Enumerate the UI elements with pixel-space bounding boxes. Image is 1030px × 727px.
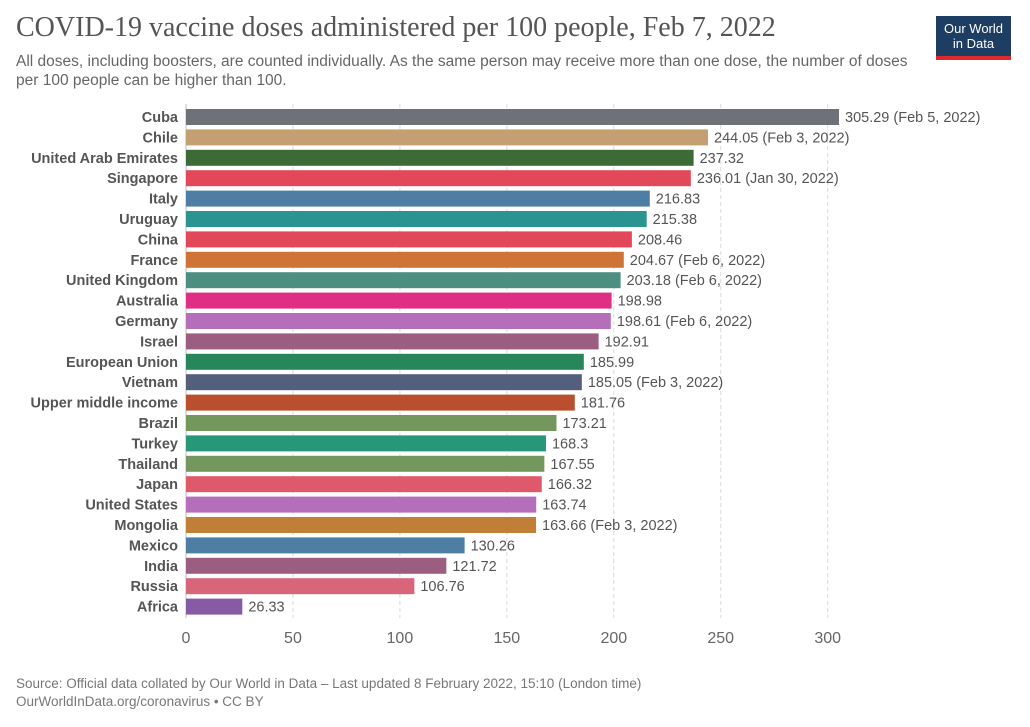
bar [186,476,542,493]
category-label: Vietnam [122,375,178,391]
category-label: Japan [136,477,178,493]
bar [186,272,621,289]
logo-line-2: in Data [952,36,995,51]
value-label: 130.26 [471,538,515,554]
bar [186,496,537,513]
x-tick-label: 100 [387,630,414,647]
value-label: 192.91 [605,334,649,350]
bar [186,517,537,533]
value-label: 203.18 (Feb 6, 2022) [627,273,762,289]
x-tick-label: 300 [814,630,841,647]
category-label: Cuba [142,110,179,126]
bar [186,415,557,431]
category-label: United Kingdom [66,273,178,289]
logo-line-1: Our World [944,21,1003,36]
category-label: Singapore [107,171,178,187]
x-tick-label: 200 [600,630,627,647]
value-label: 198.98 [618,294,662,310]
category-label: Germany [115,314,178,330]
bar [186,251,624,268]
bar [186,292,612,309]
bar [186,211,647,227]
value-label: 305.29 (Feb 5, 2022) [845,110,980,126]
x-tick-label: 250 [707,630,734,647]
value-label: 26.33 [248,600,284,616]
chart-subtitle: All doses, including boosters, are count… [16,53,908,89]
value-label: 163.66 (Feb 3, 2022) [542,518,677,534]
bar [186,394,575,411]
category-label: Chile [143,130,178,146]
bar [186,129,709,146]
category-label: China [138,232,179,248]
category-label: Upper middle income [31,396,178,412]
bar [186,231,632,248]
bar [186,598,243,615]
category-label: Israel [140,334,178,350]
x-tick-label: 150 [493,630,520,647]
value-label: 106.76 [420,579,464,595]
category-label: United States [85,498,178,514]
bar [186,435,546,452]
x-tick-label: 0 [182,630,191,647]
category-label: India [144,559,179,575]
category-label: European Union [66,355,178,371]
category-label: Turkey [132,436,178,452]
value-label: 215.38 [653,212,697,228]
owid-logo[interactable]: Our World in Data [936,16,1011,60]
bar-chart: 0 50 100 150 200 250 300 Cuba 305.29 (Feb 5, 202… [31,104,980,647]
bar [186,578,415,595]
x-tick-label: 50 [284,630,302,647]
source-note: Source: Official data collated by Our Wo… [16,676,642,691]
category-label: Russia [130,579,178,595]
bar [186,149,694,166]
value-label: 121.72 [452,559,496,575]
value-label: 208.46 [638,232,682,248]
category-label: Thailand [118,457,178,473]
category-label: Uruguay [119,212,178,228]
value-label: 198.61 (Feb 6, 2022) [617,314,752,330]
category-label: Italy [149,192,178,208]
category-label: Brazil [139,416,179,432]
category-label: Australia [116,294,179,310]
value-label: 168.3 [552,436,588,452]
value-label: 216.83 [656,192,700,208]
bar [186,374,582,391]
value-label: 167.55 [550,457,594,473]
category-label: France [130,253,178,269]
value-label: 166.32 [548,477,592,493]
value-label: 163.74 [542,498,586,514]
value-label: 181.76 [581,396,625,412]
bar [186,333,599,350]
value-label: 244.05 (Feb 3, 2022) [714,130,849,146]
category-label: Africa [137,600,179,616]
value-label: 204.67 (Feb 6, 2022) [630,253,765,269]
bar [186,190,650,207]
value-label: 173.21 [562,416,606,432]
bar [186,455,545,472]
value-label: 237.32 [700,151,744,167]
credit-note[interactable]: OurWorldInData.org/coronavirus • CC BY [16,694,264,709]
category-label: United Arab Emirates [31,151,178,167]
chart-title: COVID-19 vaccine doses administered per … [16,12,776,43]
bar [186,109,839,125]
bar [186,170,691,187]
value-label: 185.05 (Feb 3, 2022) [588,375,723,391]
bar [186,353,584,370]
chart-footer: Source: Official data collated by Our Wo… [16,675,641,711]
bar [186,313,611,329]
category-label: Mongolia [114,518,179,534]
category-label: Mexico [129,538,178,554]
bar [186,537,465,554]
value-label: 236.01 (Jan 30, 2022) [697,171,839,187]
bar [186,557,447,574]
value-label: 185.99 [590,355,634,371]
